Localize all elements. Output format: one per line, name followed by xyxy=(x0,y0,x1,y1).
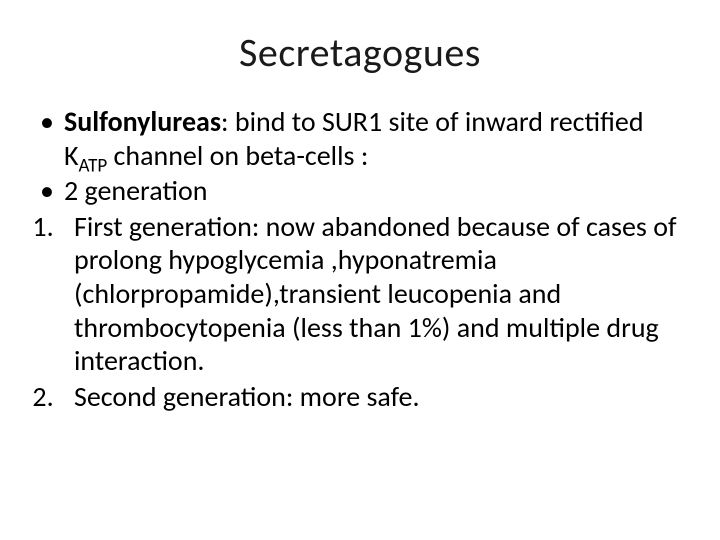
slide-title: Secretagogues xyxy=(30,28,690,77)
bullet-list: Sulfonylureas: bind to SUR1 site of inwa… xyxy=(30,105,690,208)
bullet1-bold: Sulfonylureas xyxy=(64,104,221,139)
numbered-item-1: First generation: now abandoned because … xyxy=(60,210,690,378)
bullet-item-1: Sulfonylureas: bind to SUR1 site of inwa… xyxy=(38,105,690,172)
numbered-list: First generation: now abandoned because … xyxy=(30,210,690,414)
bullet-item-2: 2 generation xyxy=(38,174,690,208)
numbered-item-2: Second generation: more safe. xyxy=(60,380,690,414)
slide-container: Secretagogues Sulfonylureas: bind to SUR… xyxy=(0,0,720,540)
bullet1-text-b: channel on beta-cells : xyxy=(107,138,368,173)
slide-body: Sulfonylureas: bind to SUR1 site of inwa… xyxy=(30,105,690,413)
